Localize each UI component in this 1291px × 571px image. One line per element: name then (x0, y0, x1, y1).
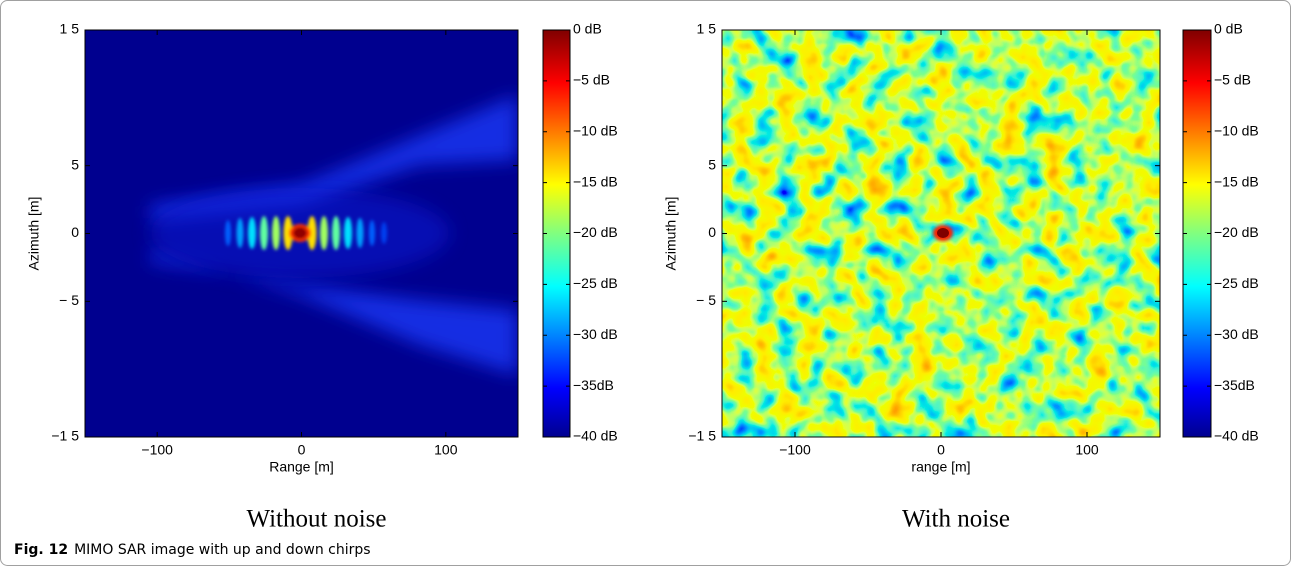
y-axis-label: Azimuth [m] (663, 197, 679, 271)
colorbar-label: −35dB (1214, 377, 1255, 393)
colorbar (1182, 29, 1212, 438)
x-tick-label: 0 (298, 442, 306, 458)
x-tick-label: −100 (779, 442, 811, 458)
y-tick-label: 1 5 (60, 21, 80, 37)
caption-text: MIMO SAR image with up and down chirps (74, 542, 371, 558)
y-axis-label: Azimuth [m] (26, 197, 42, 271)
y-tick-label: 1 5 (697, 21, 717, 37)
y-tick-label: 0 (708, 224, 716, 240)
colorbar-label: −25 dB (1214, 275, 1259, 291)
colorbar-label: −40 dB (573, 428, 618, 444)
sar-image-noisy (722, 30, 1160, 437)
colorbar-label: 0 dB (573, 21, 602, 37)
y-tick-label: 0 (71, 224, 79, 240)
colorbar-label: −5 dB (1214, 72, 1251, 88)
y-tick-label: −1 5 (688, 428, 716, 444)
x-tick-label: 0 (937, 442, 945, 458)
colorbar-label: −25 dB (573, 275, 618, 291)
colorbar-label: −20 dB (1214, 224, 1259, 240)
colorbar-label: −40 dB (1214, 428, 1259, 444)
colorbar-label: −30 dB (573, 326, 618, 342)
colorbar-label: 0 dB (1214, 21, 1243, 37)
colorbar-label: −15 dB (573, 173, 618, 189)
panel-subtitle: Without noise (247, 506, 387, 533)
colorbar-label: −35dB (573, 377, 614, 393)
x-tick-label: 100 (1075, 442, 1099, 458)
y-tick-label: 5 (71, 156, 79, 172)
y-tick-label: −1 5 (51, 428, 79, 444)
x-axis-label: Range [m] (269, 459, 334, 475)
caption-label: Fig. 12 (14, 542, 68, 558)
colorbar-label: −10 dB (573, 122, 618, 138)
y-tick-label: 5 (708, 156, 716, 172)
colorbar-label: −10 dB (1214, 122, 1259, 138)
y-tick-label: − 5 (696, 292, 716, 308)
x-axis-label: range [m] (911, 459, 970, 475)
x-tick-label: −100 (141, 442, 173, 458)
colorbar-label: −30 dB (1214, 326, 1259, 342)
colorbar-label: −15 dB (1214, 173, 1259, 189)
figure-caption: Fig. 12 MIMO SAR image with up and down c… (14, 542, 371, 558)
sar-image (85, 30, 518, 437)
colorbar-label: −20 dB (573, 224, 618, 240)
colorbar-label: −5 dB (573, 72, 610, 88)
panel-subtitle: With noise (902, 506, 1010, 533)
y-tick-label: − 5 (59, 292, 79, 308)
colorbar (542, 29, 571, 438)
x-tick-label: 100 (434, 442, 458, 458)
